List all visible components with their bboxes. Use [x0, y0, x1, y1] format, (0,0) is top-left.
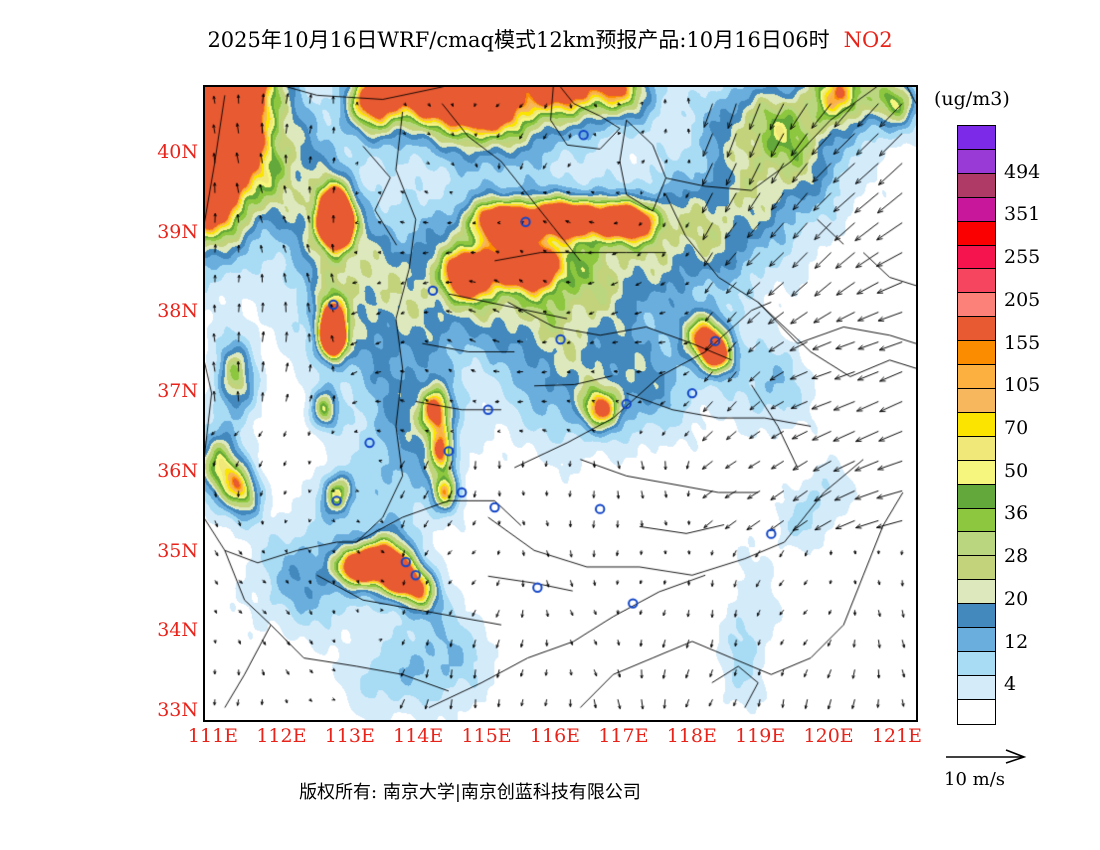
- x-tick-117E: 117E: [598, 725, 649, 747]
- colorbar-label-351: 351: [1004, 203, 1041, 226]
- colorbar-band-19: [958, 580, 995, 605]
- x-tick-113E: 113E: [324, 725, 375, 747]
- y-tick-33N: 33N: [157, 699, 198, 721]
- colorbar-band-10: [958, 365, 995, 389]
- map-plot-area[interactable]: [203, 85, 918, 722]
- x-tick-118E: 118E: [666, 725, 717, 747]
- colorbar-band-2: [958, 173, 995, 198]
- wind-scale-key: 10 m/s: [944, 748, 1084, 790]
- colorbar-label-36: 36: [1004, 502, 1029, 525]
- x-tick-120E: 120E: [803, 725, 854, 747]
- colorbar-band-17: [958, 532, 995, 557]
- colorbar-band-0: [958, 126, 995, 150]
- colorbar-band-7: [958, 293, 995, 318]
- y-tick-35N: 35N: [157, 539, 198, 562]
- y-tick-36N: 36N: [157, 459, 198, 482]
- colorbar-band-22: [958, 651, 995, 676]
- x-tick-116E: 116E: [529, 725, 581, 747]
- colorbar[interactable]: [957, 125, 996, 725]
- wind-arrow-icon: [944, 748, 1084, 768]
- colorbar-band-3: [958, 197, 995, 222]
- x-tick-119E: 119E: [735, 725, 786, 747]
- colorbar-band-13: [958, 436, 995, 461]
- colorbar-band-11: [958, 388, 995, 413]
- colorbar-band-5: [958, 245, 995, 270]
- title-species: NO2: [843, 28, 893, 52]
- copyright-footer: 版权所有: 南京大学|南京创蓝科技有限公司: [299, 782, 641, 803]
- colorbar-label-12: 12: [1004, 630, 1029, 653]
- y-tick-34N: 34N: [157, 619, 198, 642]
- colorbar-band-6: [958, 269, 995, 294]
- y-tick-40N: 40N: [157, 141, 198, 163]
- colorbar-label-205: 205: [1004, 288, 1041, 311]
- colorbar-band-24: [958, 699, 995, 724]
- colorbar-band-12: [958, 412, 995, 437]
- colorbar-label-255: 255: [1004, 246, 1041, 269]
- colorbar-label-494: 494: [1004, 160, 1041, 183]
- no2-concentration-map: [205, 87, 916, 720]
- colorbar-band-14: [958, 460, 995, 485]
- y-tick-37N: 37N: [157, 380, 198, 403]
- title-text: 2025年10月16日WRF/cmaq模式12km预报产品:10月16日06时: [207, 28, 830, 52]
- colorbar-label-20: 20: [1004, 587, 1029, 610]
- x-tick-112E: 112E: [256, 725, 307, 747]
- colorbar-band-4: [958, 221, 995, 246]
- colorbar-label-28: 28: [1004, 545, 1029, 568]
- x-tick-111E: 111E: [187, 725, 239, 747]
- colorbar-band-21: [958, 628, 995, 652]
- x-tick-121E: 121E: [871, 725, 923, 747]
- chart-title: 2025年10月16日WRF/cmaq模式12km预报产品:10月16日06时 N…: [0, 24, 1100, 54]
- colorbar-band-9: [958, 341, 995, 366]
- colorbar-band-8: [958, 317, 995, 342]
- colorbar-label-70: 70: [1004, 417, 1029, 439]
- colorbar-band-20: [958, 604, 995, 629]
- x-tick-115E: 115E: [461, 725, 512, 747]
- colorbar-units-label: (ug/m3): [934, 88, 1010, 110]
- colorbar-label-4: 4: [1004, 673, 1017, 696]
- colorbar-label-105: 105: [1004, 374, 1041, 397]
- wind-scale-label: 10 m/s: [944, 769, 1005, 790]
- colorbar-label-155: 155: [1004, 331, 1041, 354]
- y-tick-38N: 38N: [157, 300, 198, 323]
- colorbar-band-1: [958, 149, 995, 174]
- x-tick-114E: 114E: [393, 725, 444, 747]
- colorbar-band-15: [958, 484, 995, 509]
- colorbar-band-23: [958, 675, 995, 700]
- colorbar-label-50: 50: [1004, 459, 1029, 482]
- colorbar-band-16: [958, 508, 995, 533]
- colorbar-band-18: [958, 556, 995, 581]
- y-tick-39N: 39N: [157, 220, 198, 243]
